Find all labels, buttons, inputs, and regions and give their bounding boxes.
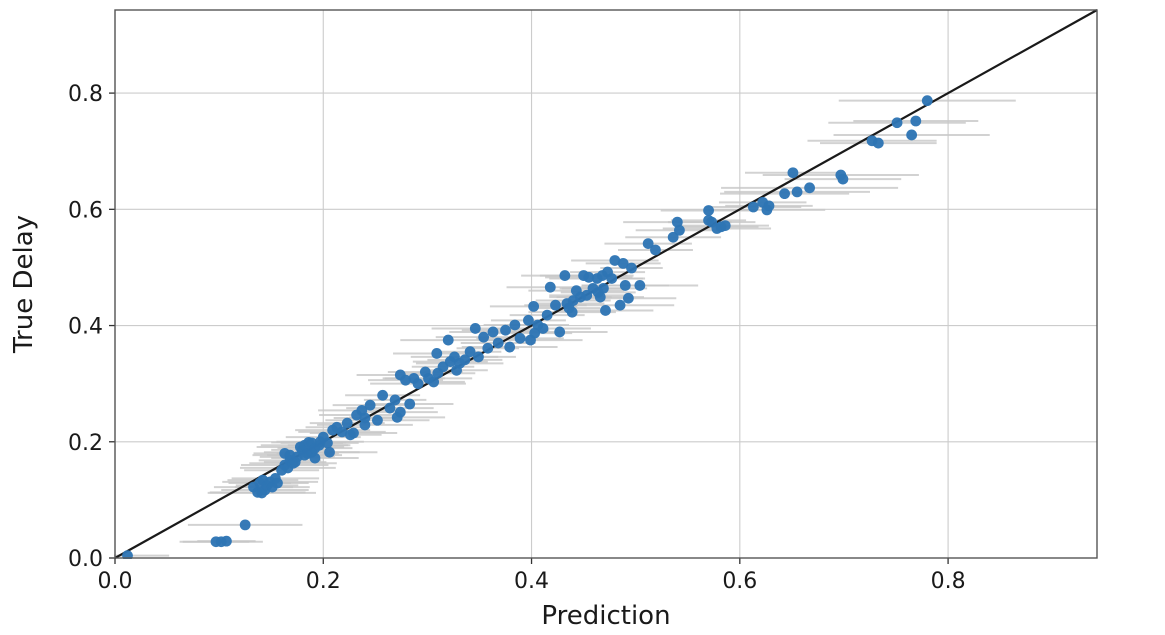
x-tick-label: 0.0 bbox=[98, 569, 133, 594]
data-point bbox=[309, 452, 321, 464]
data-point bbox=[428, 376, 440, 388]
data-point bbox=[763, 200, 775, 212]
data-point bbox=[364, 399, 376, 411]
data-point bbox=[336, 426, 348, 438]
data-point bbox=[559, 270, 571, 281]
data-point bbox=[377, 389, 389, 401]
data-point bbox=[642, 238, 654, 250]
x-tick-label: 0.2 bbox=[306, 569, 341, 594]
y-tick-label: 0.8 bbox=[68, 82, 103, 107]
data-point bbox=[891, 117, 903, 129]
data-point bbox=[348, 427, 359, 439]
data-point bbox=[906, 129, 918, 141]
data-point bbox=[779, 188, 790, 200]
data-point bbox=[384, 402, 396, 414]
data-point bbox=[566, 306, 578, 318]
data-point bbox=[541, 309, 553, 321]
data-point bbox=[614, 299, 626, 311]
data-point bbox=[509, 319, 521, 331]
data-point bbox=[600, 305, 611, 316]
y-tick-label: 0.0 bbox=[68, 547, 103, 572]
data-point bbox=[910, 115, 922, 127]
data-point bbox=[359, 412, 371, 424]
data-point bbox=[719, 220, 731, 231]
data-point bbox=[492, 337, 504, 349]
data-point bbox=[404, 398, 416, 410]
data-point bbox=[324, 446, 335, 458]
data-point bbox=[122, 550, 133, 559]
data-point bbox=[529, 327, 541, 339]
data-point bbox=[389, 394, 401, 406]
data-point bbox=[473, 351, 484, 363]
y-axis-label: True Delay bbox=[9, 215, 39, 354]
data-point bbox=[554, 326, 566, 338]
x-tick-label: 0.8 bbox=[931, 569, 966, 594]
data-point bbox=[239, 519, 251, 531]
data-points bbox=[122, 95, 933, 559]
error-bars bbox=[114, 99, 1016, 557]
data-point bbox=[667, 231, 679, 243]
data-point bbox=[487, 326, 499, 338]
data-point bbox=[431, 348, 443, 359]
y-tick-label: 0.6 bbox=[68, 198, 103, 223]
data-point bbox=[412, 378, 424, 390]
data-point bbox=[504, 341, 516, 353]
data-point bbox=[617, 257, 629, 269]
x-tick-label: 0.6 bbox=[722, 569, 757, 594]
data-point bbox=[674, 224, 685, 236]
x-axis-label: Prediction bbox=[541, 601, 670, 631]
plot-border bbox=[114, 9, 1098, 559]
data-point bbox=[787, 167, 799, 179]
data-point bbox=[671, 216, 683, 228]
data-point bbox=[544, 281, 556, 293]
axis-ticks: 0.0 0.2 0.4 0.6 0.8 0.0 0.2 0.4 0.6 0.8 bbox=[68, 82, 966, 594]
y-tick-label: 0.2 bbox=[68, 431, 103, 456]
data-point bbox=[221, 535, 232, 547]
data-point bbox=[272, 477, 283, 489]
data-point bbox=[921, 95, 933, 107]
data-point bbox=[622, 292, 634, 304]
data-point bbox=[594, 291, 606, 303]
data-point bbox=[872, 137, 884, 149]
x-tick-label: 0.4 bbox=[514, 569, 549, 594]
data-point bbox=[372, 414, 383, 426]
data-point bbox=[583, 271, 595, 283]
data-point bbox=[703, 205, 714, 216]
data-point bbox=[837, 173, 849, 185]
data-point bbox=[634, 280, 646, 291]
data-point bbox=[626, 262, 637, 274]
data-point bbox=[650, 244, 661, 256]
data-point bbox=[550, 299, 561, 311]
data-point bbox=[619, 280, 631, 291]
y-tick-label: 0.4 bbox=[68, 315, 103, 340]
data-point bbox=[469, 323, 481, 334]
data-point bbox=[442, 334, 454, 346]
data-point bbox=[500, 324, 511, 336]
data-point bbox=[341, 417, 353, 429]
data-point bbox=[606, 273, 618, 284]
data-point bbox=[459, 354, 471, 366]
data-point bbox=[804, 182, 815, 194]
data-point bbox=[609, 255, 621, 266]
data-point bbox=[537, 323, 549, 334]
data-point bbox=[322, 437, 333, 449]
data-point bbox=[747, 201, 759, 213]
data-point bbox=[597, 282, 609, 294]
data-point bbox=[791, 186, 803, 198]
data-point bbox=[464, 346, 476, 358]
data-point bbox=[400, 374, 411, 386]
data-point bbox=[581, 289, 593, 301]
data-point bbox=[514, 332, 526, 344]
data-point bbox=[394, 406, 406, 418]
data-point bbox=[482, 342, 494, 354]
data-point bbox=[478, 331, 490, 343]
data-point bbox=[528, 300, 540, 312]
data-point bbox=[523, 314, 534, 326]
